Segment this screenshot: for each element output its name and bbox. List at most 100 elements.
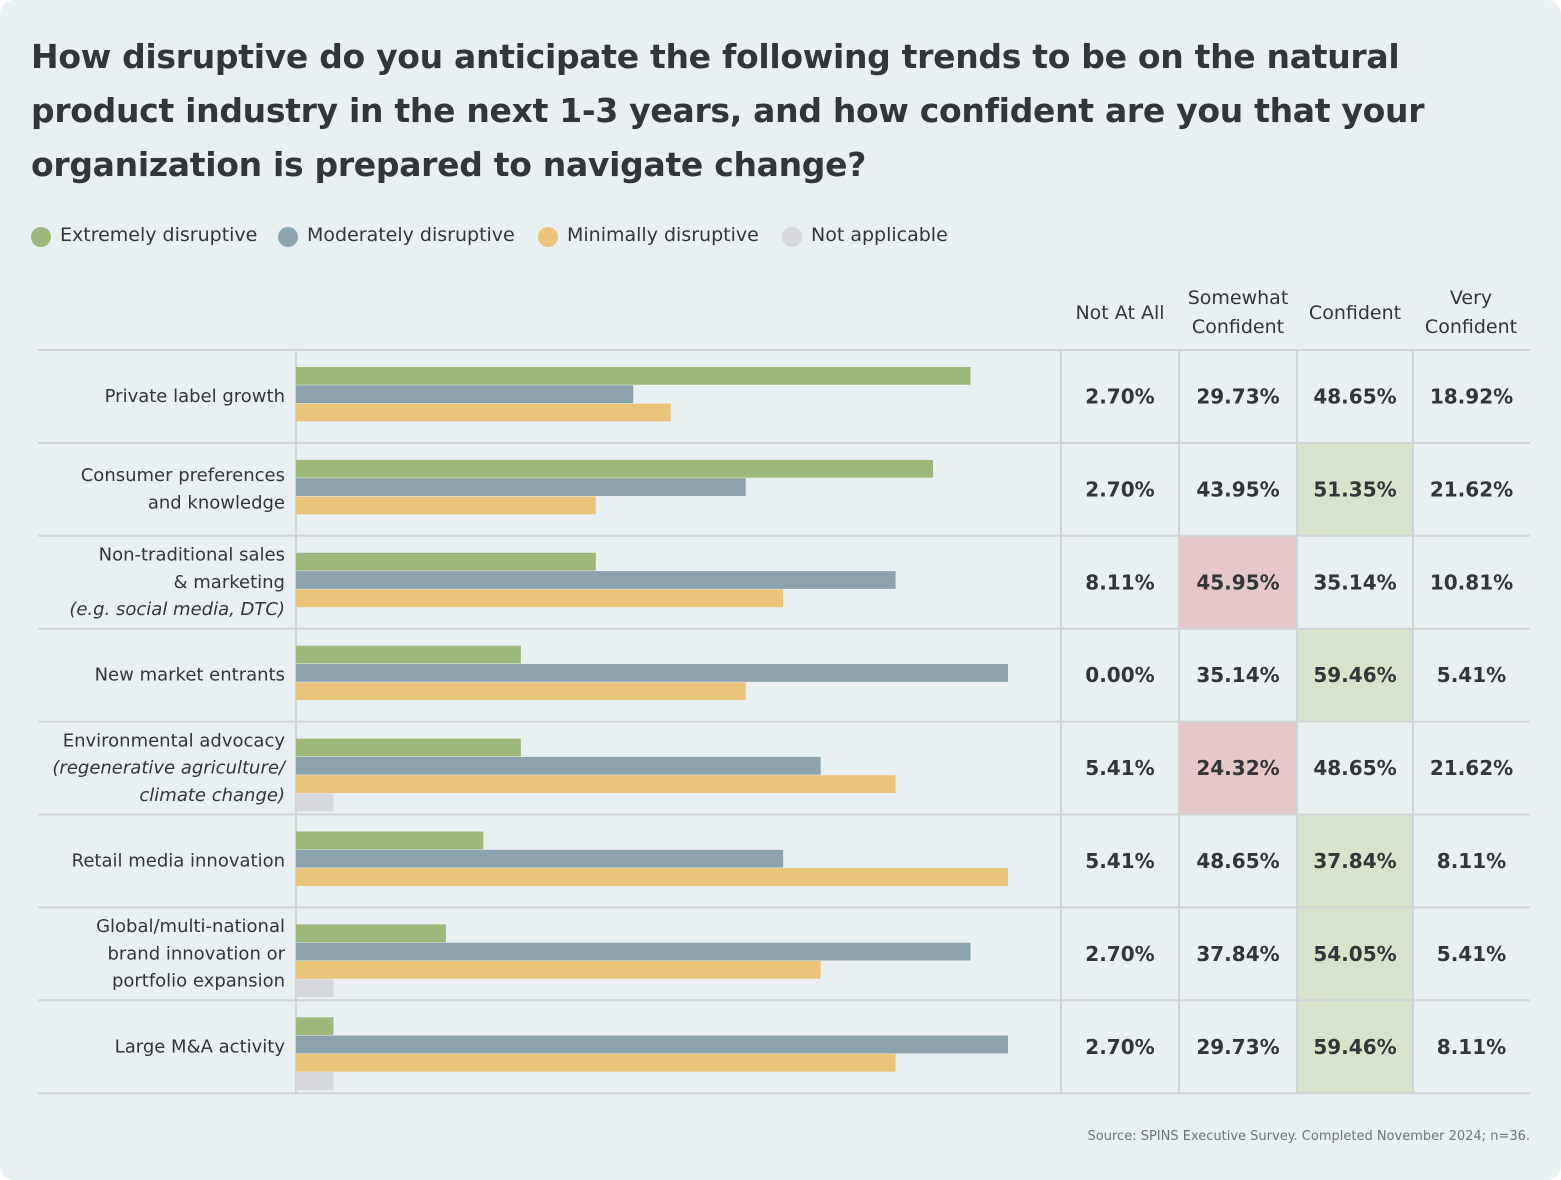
bar-extremely-disruptive xyxy=(296,831,484,850)
confidence-value: 24.32% xyxy=(1196,756,1279,780)
confidence-value: 51.35% xyxy=(1313,477,1396,501)
column-header-text: Very Confident xyxy=(1424,287,1518,338)
column-header-text: Confident xyxy=(1308,301,1402,324)
bar-extremely-disruptive xyxy=(296,645,521,664)
confidence-value: 35.14% xyxy=(1196,663,1279,687)
category-label: New market entrants xyxy=(95,665,285,686)
bar-minimally-disruptive xyxy=(296,868,1008,886)
confidence-value: 5.41% xyxy=(1085,756,1154,780)
bar-extremely-disruptive xyxy=(296,459,934,478)
bar-not-applicable xyxy=(296,1072,334,1090)
confidence-value: 54.05% xyxy=(1313,942,1396,966)
category-label: Non-traditional sales xyxy=(99,544,285,565)
confidence-value: 2.70% xyxy=(1085,384,1154,408)
confidence-value: 2.70% xyxy=(1085,942,1154,966)
column-header-text: Not At All xyxy=(1075,301,1165,324)
confidence-value: 45.95% xyxy=(1196,570,1279,594)
confidence-value: 48.65% xyxy=(1196,849,1279,873)
confidence-value: 48.65% xyxy=(1313,384,1396,408)
legend-swatch-not-applicable xyxy=(782,227,802,247)
legend-swatch-minimally xyxy=(538,227,558,247)
bar-extremely-disruptive xyxy=(296,924,446,943)
bar-moderately-disruptive xyxy=(296,942,971,961)
confidence-value: 37.84% xyxy=(1196,942,1279,966)
bar-minimally-disruptive xyxy=(296,403,671,422)
bar-moderately-disruptive xyxy=(296,664,1008,682)
confidence-value: 2.70% xyxy=(1085,477,1154,501)
category-label: Global/multi-national xyxy=(96,916,285,937)
legend-swatch-moderately xyxy=(278,227,298,247)
category-label: climate change) xyxy=(139,785,285,806)
confidence-value: 2.70% xyxy=(1085,1035,1154,1059)
bar-minimally-disruptive xyxy=(296,775,896,793)
bar-minimally-disruptive xyxy=(296,1053,896,1072)
column-header-somewhat-confident: Somewhat Confident xyxy=(1180,283,1296,343)
bar-moderately-disruptive xyxy=(296,756,821,775)
legend-label-moderately: Moderately disruptive xyxy=(307,224,515,246)
category-label: and knowledge xyxy=(148,493,285,514)
confidence-value: 43.95% xyxy=(1196,477,1279,501)
column-header-confident: Confident xyxy=(1298,283,1412,343)
highlight-cell-red xyxy=(1179,721,1297,815)
category-label: Environmental advocacy xyxy=(63,730,286,751)
category-label: Retail media innovation xyxy=(72,850,285,871)
legend-label-extremely: Extremely disruptive xyxy=(60,224,258,246)
column-header-text: Somewhat Confident xyxy=(1187,287,1289,338)
highlight-cell-green xyxy=(1297,442,1413,536)
bar-moderately-disruptive xyxy=(296,385,634,404)
bar-minimally-disruptive xyxy=(296,496,596,515)
bar-minimally-disruptive xyxy=(296,589,784,608)
confidence-value: 21.62% xyxy=(1430,756,1513,780)
legend-label-not-applicable: Not applicable xyxy=(811,224,948,246)
confidence-value: 0.00% xyxy=(1085,663,1154,687)
confidence-value: 48.65% xyxy=(1313,756,1396,780)
confidence-value: 37.84% xyxy=(1313,849,1396,873)
category-label: brand innovation or xyxy=(107,943,285,964)
chart-title: How disruptive do you anticipate the fol… xyxy=(31,37,1425,184)
confidence-value: 5.41% xyxy=(1085,849,1154,873)
bar-minimally-disruptive xyxy=(296,961,821,979)
confidence-value: 59.46% xyxy=(1313,663,1396,687)
category-label: Consumer preferences xyxy=(81,465,285,486)
confidence-value: 59.46% xyxy=(1313,1035,1396,1059)
confidence-value: 35.14% xyxy=(1313,570,1396,594)
column-header-not-at-all: Not At All xyxy=(1062,283,1178,343)
category-label: & marketing xyxy=(174,572,285,593)
highlight-cell-red xyxy=(1179,535,1297,629)
confidence-value: 29.73% xyxy=(1196,384,1279,408)
bar-minimally-disruptive xyxy=(296,682,746,701)
confidence-value: 10.81% xyxy=(1430,570,1513,594)
confidence-value: 5.41% xyxy=(1437,663,1506,687)
confidence-value: 8.11% xyxy=(1437,1035,1506,1059)
confidence-value: 8.11% xyxy=(1437,849,1506,873)
bar-extremely-disruptive xyxy=(296,552,596,571)
legend-swatch-extremely xyxy=(31,227,51,247)
highlight-cell-green xyxy=(1297,628,1413,722)
bar-not-applicable xyxy=(296,793,334,812)
confidence-value: 8.11% xyxy=(1085,570,1154,594)
bar-moderately-disruptive xyxy=(296,1035,1008,1054)
bar-moderately-disruptive xyxy=(296,478,746,496)
category-label: Private label growth xyxy=(105,386,285,407)
bar-moderately-disruptive xyxy=(296,849,784,868)
column-header-very-confident: Very Confident xyxy=(1414,283,1528,343)
category-label: (regenerative agriculture/ xyxy=(52,758,287,779)
bar-extremely-disruptive xyxy=(296,738,521,757)
confidence-value: 5.41% xyxy=(1437,942,1506,966)
category-label: portfolio expansion xyxy=(112,971,285,992)
bar-extremely-disruptive xyxy=(296,1017,334,1036)
bar-extremely-disruptive xyxy=(296,367,971,385)
bar-not-applicable xyxy=(296,979,334,998)
legend-label-minimally: Minimally disruptive xyxy=(567,224,759,246)
category-label: (e.g. social media, DTC) xyxy=(69,599,285,620)
highlight-cell-green xyxy=(1297,1000,1413,1094)
category-label: Large M&A activity xyxy=(115,1036,286,1057)
confidence-value: 21.62% xyxy=(1430,477,1513,501)
bar-moderately-disruptive xyxy=(296,571,896,589)
source-note: Source: SPINS Executive Survey. Complete… xyxy=(1087,1129,1530,1144)
highlight-cell-green xyxy=(1297,907,1413,1001)
confidence-value: 18.92% xyxy=(1430,384,1513,408)
highlight-cell-green xyxy=(1297,814,1413,908)
